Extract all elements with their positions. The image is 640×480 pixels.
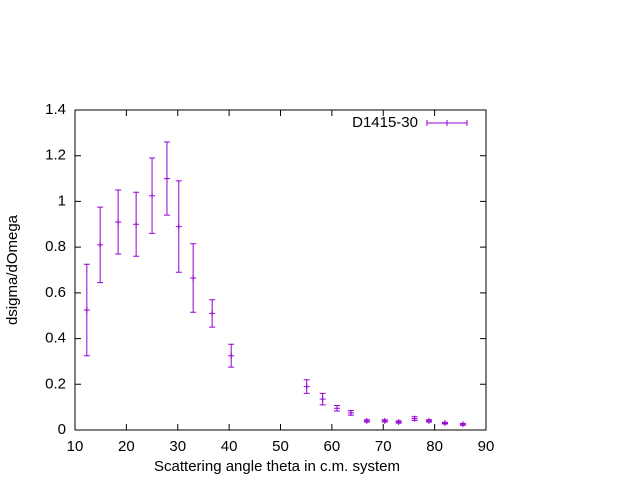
legend-label: D1415-30 <box>352 114 418 131</box>
x-axis-label: Scattering angle theta in c.m. system <box>154 458 400 475</box>
data-point <box>303 383 310 390</box>
legend-swatch <box>426 120 468 126</box>
x-tick-label: 10 <box>67 438 84 455</box>
data-point <box>209 310 216 317</box>
data-point <box>425 417 432 424</box>
data-point <box>83 307 90 313</box>
y-tick-label: 1.2 <box>45 147 66 164</box>
data-point <box>411 415 418 422</box>
data-point <box>149 192 156 199</box>
data-point <box>228 352 235 359</box>
x-tick-label: 60 <box>324 438 341 455</box>
plot-border <box>74 109 487 431</box>
y-tick-label: 0 <box>58 421 66 438</box>
x-tick-label: 40 <box>221 438 238 455</box>
data-point <box>334 405 341 412</box>
y-tick-label: 1 <box>58 192 66 209</box>
y-tick-label: 0.2 <box>45 375 66 392</box>
x-tick-label: 20 <box>118 438 135 455</box>
y-tick-label: 0.4 <box>45 330 66 347</box>
x-tick-label: 30 <box>169 438 186 455</box>
x-tick-label: 80 <box>426 438 443 455</box>
data-point <box>133 221 140 228</box>
data-point <box>441 420 448 427</box>
data-point <box>115 219 122 225</box>
data-point <box>381 417 388 424</box>
data-point <box>395 419 402 425</box>
data-point <box>190 275 197 281</box>
data-point <box>363 417 370 424</box>
x-tick-label: 90 <box>478 438 495 455</box>
data-point <box>175 223 182 230</box>
x-tick-label: 50 <box>272 438 289 455</box>
data-point <box>97 241 104 248</box>
y-tick-label: 0.8 <box>45 238 66 255</box>
data-point <box>347 409 354 416</box>
data-point <box>319 396 326 403</box>
data-point <box>163 175 170 182</box>
data-point <box>459 421 466 428</box>
y-tick-label: 1.4 <box>45 101 66 118</box>
y-axis-label: dsigma/dOmega <box>4 214 21 325</box>
x-tick-label: 70 <box>375 438 392 455</box>
y-tick-label: 0.6 <box>45 284 66 301</box>
